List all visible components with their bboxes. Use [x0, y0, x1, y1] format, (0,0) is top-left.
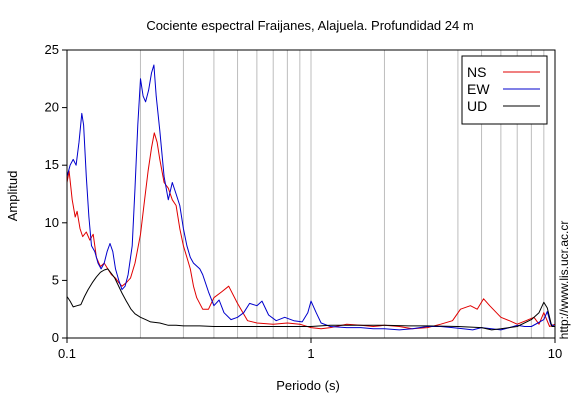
- y-tick-label: 10: [45, 215, 59, 230]
- legend-label-ew: EW: [467, 81, 490, 97]
- x-tick-label: 10: [548, 346, 562, 361]
- y-tick-label: 15: [45, 157, 59, 172]
- y-tick-label: 0: [52, 330, 59, 345]
- grid: [139, 50, 545, 338]
- series-ns-line: [67, 132, 555, 330]
- legend-label-ud: UD: [467, 98, 487, 114]
- x-axis-label: Periodo (s): [276, 378, 340, 393]
- y-axis-label: Amplitud: [5, 171, 20, 222]
- x-tick-label: 0.1: [58, 346, 76, 361]
- series-lines: [67, 64, 555, 331]
- legend-box: [461, 55, 548, 125]
- side-url: http://www.lis.ucr.ac.cr: [557, 221, 571, 340]
- x-tick-label: 1: [307, 346, 314, 361]
- y-tick-label: 25: [45, 42, 59, 57]
- axis-ticks: 0 5 10 15 20 25 0.1 1 10: [45, 42, 563, 361]
- chart-title: Cociente espectral Fraijanes, Alajuela. …: [146, 18, 473, 33]
- series-ew-line: [67, 64, 555, 331]
- series-ud-line: [67, 268, 555, 331]
- legend-label-ns: NS: [467, 64, 486, 80]
- y-tick-label: 20: [45, 100, 59, 115]
- y-tick-label: 5: [52, 272, 59, 287]
